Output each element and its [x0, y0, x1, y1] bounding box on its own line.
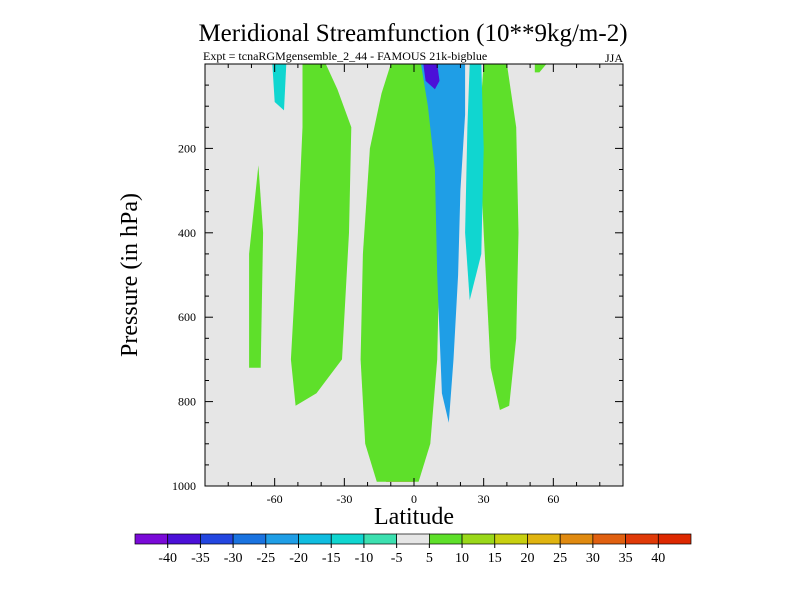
colorbar-swatch — [461, 533, 496, 545]
colorbar-swatch — [657, 533, 692, 545]
region-north-polar-band — [534, 64, 547, 73]
x-tick-label: 60 — [547, 492, 559, 506]
colorbar-swatch — [527, 533, 561, 545]
colorbar-swatch — [134, 533, 169, 545]
region-north-negative-cell — [421, 64, 466, 423]
chart-title: Meridional Streamfunction (10**9kg/m-2) — [198, 20, 627, 47]
colorbar-label: -20 — [289, 551, 308, 566]
season-label: JJA — [605, 51, 623, 65]
colorbar-label: 10 — [455, 551, 469, 566]
colorbar-swatch — [592, 533, 626, 545]
colorbar-swatch — [298, 533, 332, 545]
colorbar-swatch — [396, 533, 430, 545]
y-tick-label: 1000 — [172, 479, 196, 493]
colorbar: -40 -35 -30 -25 -20 -15 -10 -5 5 10 15 20 25 30 35 40 — [134, 533, 692, 566]
colorbar-swatch — [232, 533, 267, 545]
colorbar-label: -5 — [391, 551, 403, 566]
colorbar-label: 40 — [651, 551, 665, 566]
colorbar-label: 20 — [520, 551, 534, 566]
region-north-negative-core — [423, 64, 440, 90]
y-tick-label: 400 — [178, 226, 196, 240]
colorbar-swatch — [625, 533, 659, 545]
colorbar-label: -15 — [322, 551, 341, 566]
colorbar-label: 5 — [426, 551, 433, 566]
colorbar-label: 30 — [586, 551, 600, 566]
x-tick-label: -30 — [336, 492, 352, 506]
region-south-ferrel-cell — [290, 64, 352, 406]
colorbar-label: -35 — [191, 551, 210, 566]
y-tick-label: 800 — [178, 395, 196, 409]
x-tick-label: 0 — [411, 492, 417, 506]
colorbar-label: -30 — [224, 551, 243, 566]
x-axis-label: Latitude — [374, 504, 454, 530]
colorbar-swatch — [167, 533, 201, 545]
colorbar-swatch — [330, 533, 365, 545]
y-tick-label: 600 — [178, 310, 196, 324]
colorbar-swatch — [363, 533, 397, 545]
colorbar-label: -25 — [256, 551, 275, 566]
colorbar-swatch — [200, 533, 234, 545]
colorbar-swatch — [429, 533, 463, 545]
colorbar-label: 15 — [488, 551, 502, 566]
colorbar-label: -40 — [158, 551, 177, 566]
colorbar-swatch — [559, 533, 594, 545]
y-axis-label: Pressure (in hPa) — [117, 193, 143, 357]
region-main-cell-outer — [360, 64, 440, 482]
x-tick-label: 30 — [478, 492, 490, 506]
region-north-ferrel-cell — [479, 64, 519, 410]
chart-subtitle: Expt = tcnaRGMgensemble_2_44 - FAMOUS 21… — [203, 49, 487, 63]
region-south-left-band — [249, 165, 264, 368]
y-tick-label: 200 — [178, 141, 196, 155]
colorbar-swatch — [494, 533, 528, 545]
x-tick-label: -60 — [267, 492, 283, 506]
axes: -60 -30 0 30 60 200 400 600 800 1000 — [172, 63, 624, 506]
colorbar-label: 35 — [619, 551, 633, 566]
colorbar-label: 25 — [553, 551, 567, 566]
region-north-mid-negative — [465, 64, 484, 301]
region-south-polar-negative — [272, 64, 287, 111]
colorbar-label: -10 — [355, 551, 374, 566]
colorbar-swatch — [265, 533, 299, 545]
contour-regions — [249, 64, 547, 482]
